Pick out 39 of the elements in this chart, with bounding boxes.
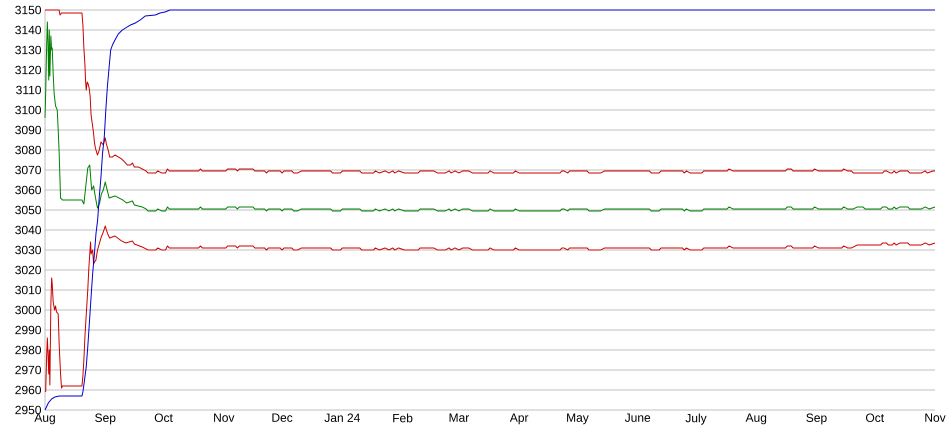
y-tick-label: 3130 [15,46,42,54]
y-tick-label: 2950 [15,406,42,414]
x-tick-label: Dec [272,414,292,422]
y-tick-label: 3060 [15,186,42,194]
x-tick-label: Sep [806,414,827,424]
y-tick-label: 3080 [15,146,42,154]
y-tick-label: 3120 [15,66,42,74]
y-tick-label: 3110 [16,86,42,94]
y-tick-label: 3020 [15,266,42,274]
x-tick-label: Apr [510,414,528,424]
x-tick-label: Aug [746,414,766,424]
y-tick-label: 3090 [15,126,42,134]
y-tick-label: 2990 [15,326,42,334]
x-tick-label: Mar [450,414,470,422]
y-tick-label: 2980 [15,346,42,354]
x-tick-label: July [686,414,707,425]
y-tick-label: 2960 [15,386,42,394]
y-tick-label: 3000 [15,306,42,314]
line-series [44,9,936,410]
y-tick-label: 3100 [15,106,42,114]
y-tick-label: 3010 [15,286,42,294]
x-tick-label: Oct [154,414,173,422]
line-series [45,225,936,392]
y-tick-label: 3140 [15,26,42,34]
y-tick-label: 2970 [15,366,42,374]
x-tick-label: Jan 24 [324,414,360,422]
y-tick-label: 3050 [15,206,42,214]
x-tick-label: Nov [214,414,234,422]
x-tick-label: Nov [925,414,946,422]
x-tick-label: June [624,414,650,422]
x-tick-label: Feb [393,414,412,422]
x-tick-label: Sep [95,414,116,424]
x-tick-label: May [567,414,589,424]
x-tick-label: Oct [866,414,884,422]
x-tick-label: Aug [34,414,55,424]
y-tick-label: 3070 [15,166,42,174]
y-tick-label: 3040 [15,226,42,234]
y-tick-label: 3150 [15,6,42,14]
y-tick-label: 3030 [15,246,42,254]
